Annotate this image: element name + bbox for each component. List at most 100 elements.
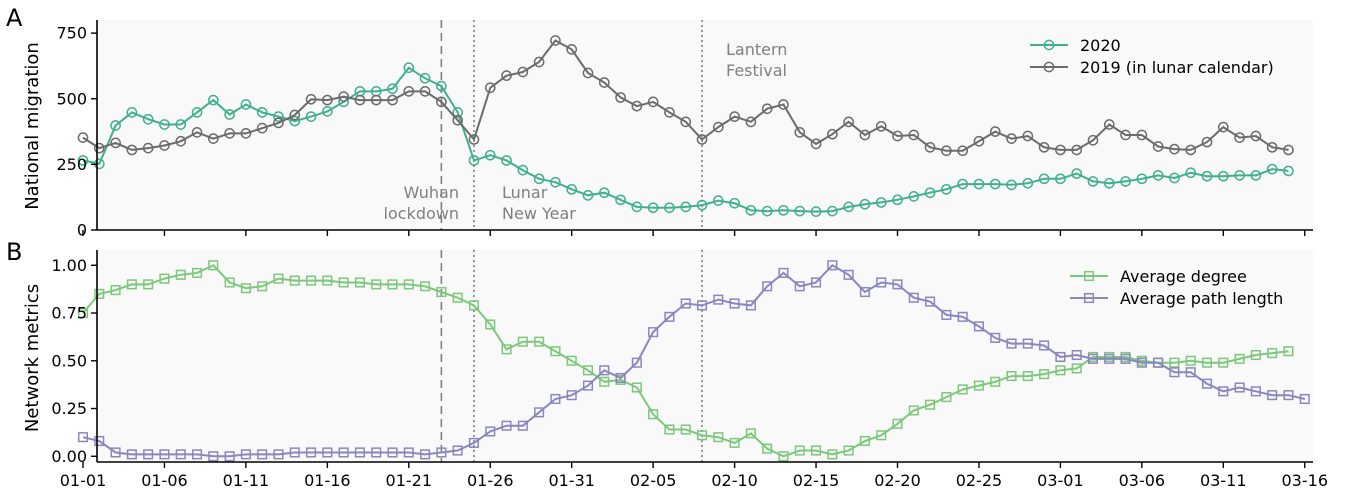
data-point (1120, 129, 1131, 141)
data-point (257, 449, 268, 460)
data-point (957, 178, 969, 190)
data-point (126, 144, 138, 156)
data-point (598, 187, 610, 199)
data-point (77, 132, 89, 143)
data-point (370, 94, 382, 106)
data-point (403, 62, 415, 74)
x-tick-label: 03-06 (1119, 471, 1166, 490)
panel-a-background (97, 20, 1313, 230)
data-point (77, 155, 89, 166)
data-point (908, 292, 919, 303)
data-point (501, 70, 512, 82)
data-point (778, 99, 789, 110)
x-tick-label: 01-21 (386, 471, 433, 490)
data-point (680, 424, 691, 435)
data-point (1201, 378, 1213, 389)
data-point (533, 56, 545, 68)
data-point (306, 275, 317, 286)
series-line-average-degree (82, 264, 1289, 458)
data-point (566, 44, 578, 55)
data-point (680, 201, 692, 213)
data-point (1022, 338, 1033, 349)
data-point (794, 127, 806, 138)
data-point (289, 447, 300, 458)
panel-b-legend: Average degree Average path length (1070, 267, 1283, 308)
data-point (1201, 136, 1213, 148)
data-point (306, 447, 317, 458)
data-point (485, 319, 496, 330)
data-point (680, 298, 691, 309)
data-point (1006, 338, 1017, 349)
data-point (1104, 353, 1115, 364)
data-point (1152, 170, 1164, 181)
data-point (745, 204, 757, 216)
data-point (1283, 346, 1294, 357)
data-point (729, 197, 740, 209)
data-point (712, 195, 724, 206)
y-tick-label: 0.75 (51, 304, 87, 323)
data-point (1087, 134, 1099, 146)
data-point (924, 187, 936, 199)
data-point (501, 155, 512, 166)
data-point (517, 164, 529, 176)
data-point (1071, 349, 1082, 361)
data-point (745, 300, 756, 311)
data-point (713, 432, 724, 443)
data-point (452, 114, 464, 126)
data-point (1250, 170, 1262, 181)
data-point (403, 279, 414, 290)
data-point (126, 449, 137, 460)
data-point (501, 420, 512, 431)
data-point (240, 283, 251, 294)
data-point (387, 94, 398, 106)
data-point (989, 126, 1001, 137)
data-point (1087, 176, 1099, 187)
data-point (1103, 177, 1115, 189)
data-point (452, 292, 463, 303)
data-point (208, 260, 219, 271)
data-point (110, 120, 121, 131)
panel-b: 0.00 0.25 0.50 0.75 1.00 01-01 01-06 01-11 01-16… (6, 238, 1328, 490)
x-tick-label: 01-11 (223, 471, 270, 490)
data-point (696, 300, 708, 311)
data-point (224, 128, 235, 139)
data-point (827, 260, 838, 271)
data-point (875, 197, 887, 208)
x-tick-label: 02-15 (793, 471, 840, 490)
data-point (631, 357, 642, 368)
y-tick-label: 0.50 (51, 351, 87, 370)
data-point (452, 445, 463, 456)
data-point (582, 365, 594, 376)
data-point (729, 111, 740, 122)
data-point (664, 424, 675, 435)
data-point (371, 279, 382, 290)
data-point (159, 140, 170, 151)
data-point (990, 332, 1001, 343)
data-point (631, 201, 643, 213)
data-point (762, 281, 773, 292)
data-point (713, 294, 724, 305)
data-point (1217, 121, 1229, 133)
data-point (354, 277, 365, 288)
data-point (1038, 141, 1050, 153)
y-tick-label: 250 (56, 155, 87, 174)
x-tick-label: 03-11 (1200, 471, 1247, 490)
data-point (1185, 167, 1197, 179)
data-point (1234, 170, 1245, 181)
data-point (745, 116, 757, 128)
data-point (419, 72, 431, 84)
data-point (598, 77, 610, 88)
annotation-lunar-line1: Lunar (502, 183, 548, 202)
data-point (1136, 173, 1148, 185)
data-point (485, 426, 496, 437)
annotation-lantern-line2: Festival (726, 61, 787, 80)
data-point (419, 86, 431, 97)
data-point (1136, 129, 1148, 141)
data-point (387, 279, 398, 290)
data-point (1169, 143, 1180, 155)
data-point (550, 35, 561, 46)
data-point (94, 288, 105, 299)
data-point (387, 447, 398, 458)
data-point (1103, 119, 1115, 130)
data-point (566, 183, 578, 195)
